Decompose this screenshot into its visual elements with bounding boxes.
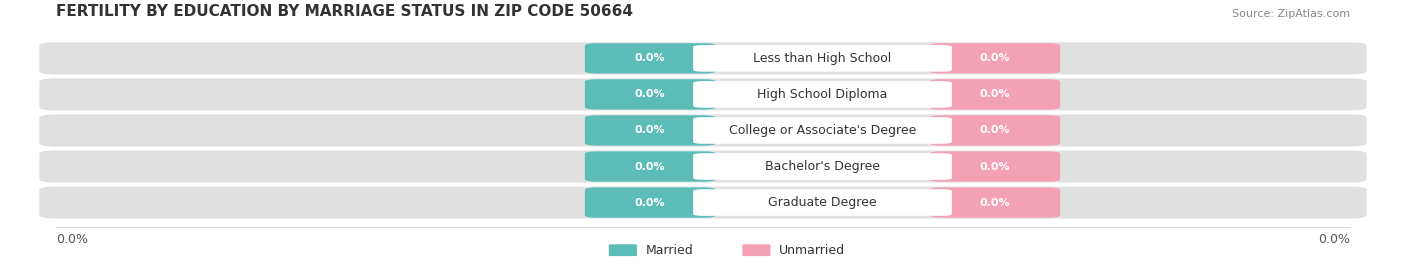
FancyBboxPatch shape [585, 79, 716, 110]
Text: 0.0%: 0.0% [636, 197, 665, 208]
Text: 0.0%: 0.0% [980, 125, 1010, 136]
FancyBboxPatch shape [585, 187, 716, 218]
Text: Bachelor's Degree: Bachelor's Degree [765, 160, 880, 173]
Text: Source: ZipAtlas.com: Source: ZipAtlas.com [1232, 9, 1350, 19]
FancyBboxPatch shape [929, 43, 1060, 74]
Text: 0.0%: 0.0% [636, 53, 665, 63]
FancyBboxPatch shape [693, 45, 952, 72]
FancyBboxPatch shape [693, 117, 952, 144]
Text: 0.0%: 0.0% [636, 89, 665, 100]
FancyBboxPatch shape [39, 43, 1367, 75]
Text: 0.0%: 0.0% [980, 197, 1010, 208]
Text: 0.0%: 0.0% [636, 161, 665, 172]
Text: College or Associate's Degree: College or Associate's Degree [728, 124, 917, 137]
Text: 0.0%: 0.0% [636, 125, 665, 136]
FancyBboxPatch shape [693, 81, 952, 108]
Text: 0.0%: 0.0% [56, 233, 89, 246]
FancyBboxPatch shape [929, 79, 1060, 110]
Text: 0.0%: 0.0% [980, 53, 1010, 63]
FancyBboxPatch shape [585, 43, 716, 74]
Text: 0.0%: 0.0% [1317, 233, 1350, 246]
Text: Married: Married [645, 244, 693, 257]
Text: Less than High School: Less than High School [754, 52, 891, 65]
Text: 0.0%: 0.0% [980, 161, 1010, 172]
Text: Unmarried: Unmarried [779, 244, 845, 257]
FancyBboxPatch shape [929, 151, 1060, 182]
FancyBboxPatch shape [39, 187, 1367, 218]
FancyBboxPatch shape [585, 151, 716, 182]
Text: Graduate Degree: Graduate Degree [768, 196, 877, 209]
Text: High School Diploma: High School Diploma [758, 88, 887, 101]
Text: FERTILITY BY EDUCATION BY MARRIAGE STATUS IN ZIP CODE 50664: FERTILITY BY EDUCATION BY MARRIAGE STATU… [56, 4, 633, 19]
FancyBboxPatch shape [39, 151, 1367, 183]
FancyBboxPatch shape [39, 79, 1367, 111]
FancyBboxPatch shape [609, 244, 637, 256]
FancyBboxPatch shape [39, 115, 1367, 147]
FancyBboxPatch shape [929, 115, 1060, 146]
FancyBboxPatch shape [693, 189, 952, 216]
FancyBboxPatch shape [693, 153, 952, 180]
FancyBboxPatch shape [742, 244, 770, 256]
Text: 0.0%: 0.0% [980, 89, 1010, 100]
FancyBboxPatch shape [585, 115, 716, 146]
FancyBboxPatch shape [929, 187, 1060, 218]
